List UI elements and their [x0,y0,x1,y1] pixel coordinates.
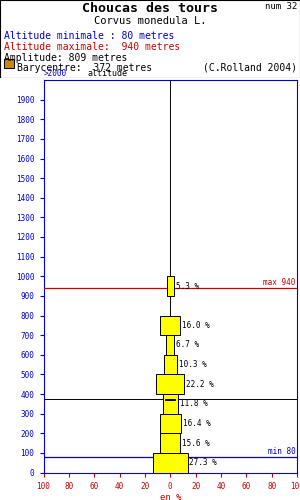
X-axis label: en %: en % [160,494,181,500]
Bar [4,59,14,68]
Bar [167,276,174,296]
Bar [166,335,175,355]
Bar [165,398,175,400]
Text: 16.0 %: 16.0 % [182,321,210,330]
Text: Altitude minimale : 80 metres: Altitude minimale : 80 metres [4,31,174,41]
Bar [160,433,180,453]
Text: 6.7 %: 6.7 % [176,340,200,349]
Text: max 940: max 940 [263,278,296,287]
Text: 15.6 %: 15.6 % [182,438,210,448]
Text: (C.Rolland 2004): (C.Rolland 2004) [203,63,297,73]
Text: 22.2 %: 22.2 % [186,380,214,388]
Text: 10.3 %: 10.3 % [179,360,206,369]
Text: num 32: num 32 [265,2,297,11]
Text: Corvus monedula L.: Corvus monedula L. [94,16,206,26]
Bar [153,453,188,472]
Bar [160,414,181,433]
Text: altitude: altitude [88,69,128,78]
Text: 27.3 %: 27.3 % [190,458,217,467]
Text: Amplitude: 809 metres: Amplitude: 809 metres [4,53,128,63]
Text: 5.3 %: 5.3 % [176,282,199,290]
Text: min 80: min 80 [268,447,296,456]
Bar [156,374,184,394]
Text: Altitude maximale:  940 metres: Altitude maximale: 940 metres [4,42,180,52]
Text: 16.4 %: 16.4 % [182,419,210,428]
Text: Choucas des tours: Choucas des tours [82,2,218,15]
Text: >2000: >2000 [44,69,67,78]
Bar [160,316,180,335]
Bar [164,355,177,374]
Text: 11.8 %: 11.8 % [180,400,207,408]
Bar [163,394,178,413]
Text: Barycentre:  372 metres: Barycentre: 372 metres [17,63,152,73]
